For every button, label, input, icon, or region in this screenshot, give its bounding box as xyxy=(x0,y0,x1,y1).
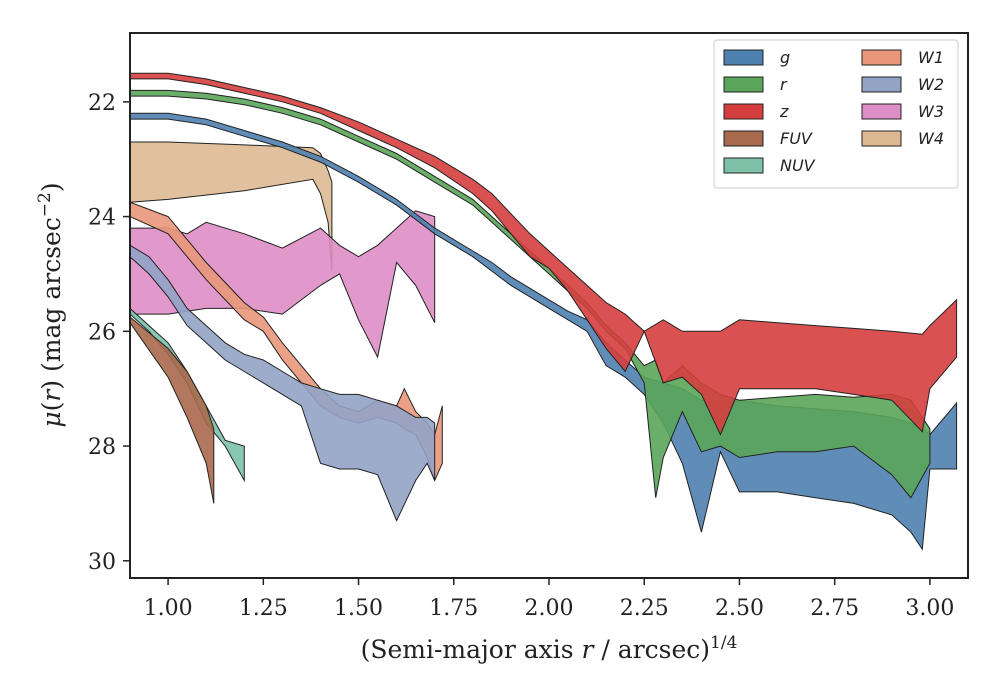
band-fuv xyxy=(130,316,215,504)
legend-label-w4: W4 xyxy=(918,129,944,148)
legend-label-w1: W1 xyxy=(918,48,944,67)
legend-label-w3: W3 xyxy=(918,102,944,121)
x-tick-label: 1.50 xyxy=(334,596,383,621)
y-tick-label: 30 xyxy=(88,550,116,575)
x-tick-label: 2.00 xyxy=(525,596,574,621)
legend-swatch-w4 xyxy=(861,130,902,147)
x-tick-label: 1.25 xyxy=(239,596,288,621)
legend-swatch-w3 xyxy=(861,103,902,120)
x-tick-label: 2.50 xyxy=(715,596,764,621)
legend-swatch-w1 xyxy=(861,49,902,66)
legend-label-g: g xyxy=(780,48,790,67)
band-w3 xyxy=(130,210,436,359)
x-axis-title: (Semi-major axis r / arcsec)1/4 xyxy=(361,633,738,664)
legend-label-fuv: FUV xyxy=(780,129,813,148)
x-tick-label: 2.25 xyxy=(620,596,669,621)
y-tick-label: 24 xyxy=(88,206,116,231)
band-w2 xyxy=(130,244,436,522)
x-tick-label: 1.00 xyxy=(144,596,193,621)
x-tick-label: 2.75 xyxy=(810,596,859,621)
legend: grz FUV NUV W1 W2 W3 W4 xyxy=(713,39,959,189)
y-axis: 22 24 26 28 30 xyxy=(88,91,130,575)
x-axis: 1.00 1.25 1.50 1.75 2.00 2.25 2.50 2.75 3.00 xyxy=(144,578,954,621)
y-tick-label: 22 xyxy=(88,91,116,116)
legend-label-nuv: NUV xyxy=(780,156,816,175)
band-r xyxy=(130,89,931,499)
y-axis-title: μ(r) (mag arcsec−2) xyxy=(35,182,66,427)
legend-swatch-r xyxy=(723,76,764,93)
legend-label-w2: W2 xyxy=(918,75,944,94)
y-tick-label: 28 xyxy=(88,435,116,460)
y-tick-label: 26 xyxy=(88,320,116,345)
band-z xyxy=(130,72,958,436)
legend-label-z: z xyxy=(779,102,789,121)
plot-area xyxy=(130,72,958,551)
legend-label-r: r xyxy=(780,75,788,94)
legend-swatch-g xyxy=(723,49,764,66)
legend-swatch-w2 xyxy=(861,76,902,93)
x-tick-label: 3.00 xyxy=(905,596,954,621)
legend-swatch-nuv xyxy=(723,157,764,174)
legend-swatch-z xyxy=(723,103,764,120)
legend-swatch-fuv xyxy=(723,130,764,147)
x-tick-label: 1.75 xyxy=(429,596,478,621)
